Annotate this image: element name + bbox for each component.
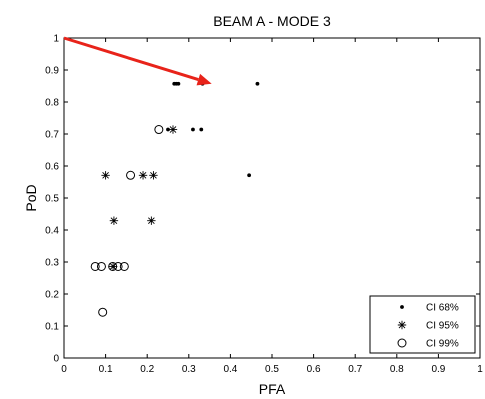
y-tick-label: 0: [53, 354, 59, 365]
chart-title: BEAM A - MODE 3: [213, 13, 331, 29]
x-axis-label: PFA: [259, 381, 286, 397]
x-tick-label: 1: [477, 364, 483, 375]
data-point: [154, 125, 164, 135]
y-tick-label: 0.2: [45, 290, 59, 301]
data-point: [247, 173, 252, 178]
legend-label: CI 95%: [426, 321, 459, 332]
annotation-arrow: [63, 36, 212, 86]
legend-label: CI 68%: [426, 303, 459, 314]
data-point: [98, 307, 108, 317]
data-point: [113, 261, 123, 271]
x-tick-label: 0.9: [431, 364, 445, 375]
x-tick-label: 0.2: [140, 364, 154, 375]
legend-marker-dot: [400, 305, 404, 309]
data-point: [138, 171, 148, 180]
data-point: [147, 216, 156, 225]
legend: CI 68% CI 95% CI 99%: [369, 295, 476, 354]
data-point: [166, 127, 170, 132]
x-tick-label: 0.8: [390, 364, 404, 375]
data-series: [90, 81, 260, 317]
y-tick-label: 0.9: [45, 66, 59, 77]
y-axis: 0 0.1 0.2 0.3 0.4 0.5 0.6 0.7 0.8 0.9 1: [45, 34, 480, 365]
data-point: [119, 261, 129, 271]
data-point: [101, 171, 110, 180]
x-tick-label: 0.6: [307, 364, 321, 375]
y-tick-label: 0.5: [45, 194, 59, 205]
x-tick-label: 0.3: [182, 364, 196, 375]
x-axis: 0 0.1 0.2 0.3 0.4 0.5 0.6 0.7 0.8 0.9 1: [61, 38, 483, 375]
data-point: [108, 261, 118, 271]
y-axis-label: PoD: [23, 184, 39, 211]
x-tick-label: 0.7: [348, 364, 362, 375]
data-point: [96, 261, 106, 271]
x-tick-label: 0.5: [265, 364, 279, 375]
legend-box: [369, 295, 476, 354]
y-tick-label: 0.1: [45, 322, 59, 333]
legend-item: CI 95%: [397, 320, 459, 332]
data-point: [176, 81, 181, 86]
data-point: [191, 127, 195, 132]
x-tick-label: 0.4: [223, 364, 237, 375]
y-tick-label: 0.4: [45, 226, 59, 237]
legend-label: CI 99%: [426, 339, 459, 350]
x-tick-label: 0.1: [99, 364, 113, 375]
y-tick-label: 1: [53, 34, 59, 45]
arrow-shaft: [63, 36, 199, 82]
legend-marker-circle: [397, 338, 407, 348]
data-point: [199, 127, 204, 132]
data-point: [168, 125, 178, 134]
y-tick-label: 0.8: [45, 98, 59, 109]
data-point: [149, 171, 158, 180]
legend-marker-star: [397, 320, 407, 330]
y-tick-label: 0.3: [45, 258, 59, 269]
legend-item: CI 99%: [397, 338, 459, 350]
y-tick-label: 0.6: [45, 162, 59, 173]
y-tick-label: 0.7: [45, 130, 59, 141]
arrow-head: [196, 73, 212, 86]
data-point: [255, 81, 260, 86]
data-point: [109, 216, 119, 225]
x-tick-label: 0: [61, 364, 67, 375]
data-point: [108, 262, 118, 271]
series-circle: [90, 125, 164, 317]
data-point: [90, 261, 100, 271]
legend-item: CI 68%: [400, 303, 459, 314]
data-point: [126, 170, 136, 180]
series-star: [101, 125, 178, 271]
